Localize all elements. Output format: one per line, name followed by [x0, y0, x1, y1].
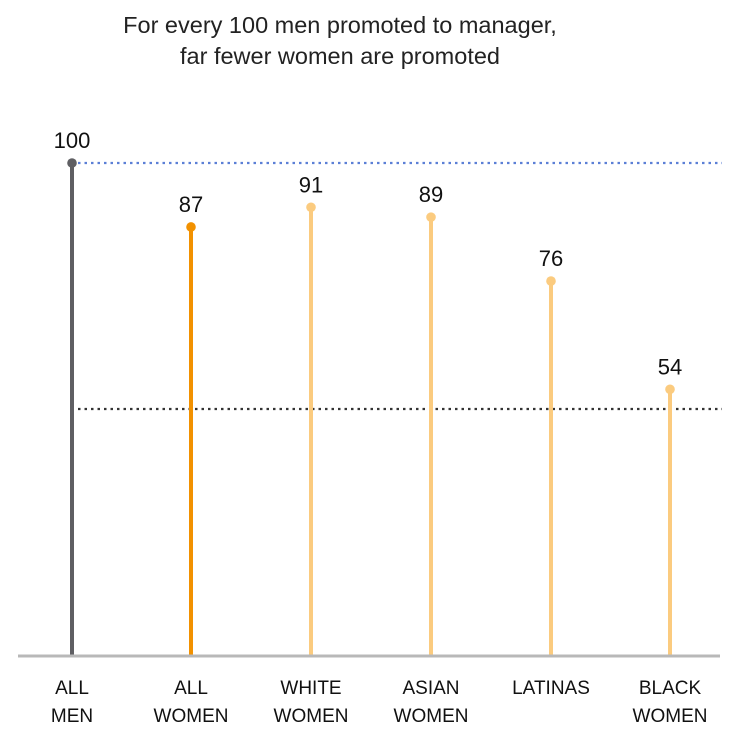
chart-title: For every 100 men promoted to manager, f… — [0, 10, 680, 72]
value-label-1: 87 — [179, 192, 203, 217]
category-label-5-line-1: BLACK — [639, 678, 702, 699]
value-label-2: 91 — [299, 172, 323, 197]
lollipop-dot-5 — [665, 384, 675, 395]
category-label-2-line-2: WOMEN — [274, 706, 349, 727]
category-label-2-line-1: WHITE — [280, 678, 341, 699]
chart-title-line-1: For every 100 men promoted to manager, — [123, 12, 557, 38]
category-label-4-line-1: LATINAS — [512, 678, 590, 699]
category-label-1-line-2: WOMEN — [154, 706, 229, 727]
lollipop-dot-4 — [546, 276, 556, 286]
category-label-0-line-2: MEN — [51, 706, 93, 727]
category-label-0-line-1: ALL — [55, 678, 89, 699]
value-label-5: 54 — [658, 354, 682, 379]
category-label-1-line-1: ALL — [174, 678, 208, 699]
lollipop-dot-0 — [67, 158, 77, 168]
value-label-3: 89 — [419, 182, 443, 207]
lollipop-dot-2 — [306, 202, 316, 213]
category-label-5-line-2: WOMEN — [633, 706, 708, 727]
category-label-3-line-1: ASIAN — [402, 678, 459, 699]
chart-title-line-2: far fewer women are promoted — [179, 43, 500, 69]
lollipop-dot-1 — [186, 222, 196, 232]
value-label-0: 100 — [54, 128, 91, 153]
lollipop-dot-3 — [426, 212, 436, 222]
category-label-3-line-2: WOMEN — [394, 706, 469, 727]
value-label-4: 76 — [539, 246, 563, 271]
